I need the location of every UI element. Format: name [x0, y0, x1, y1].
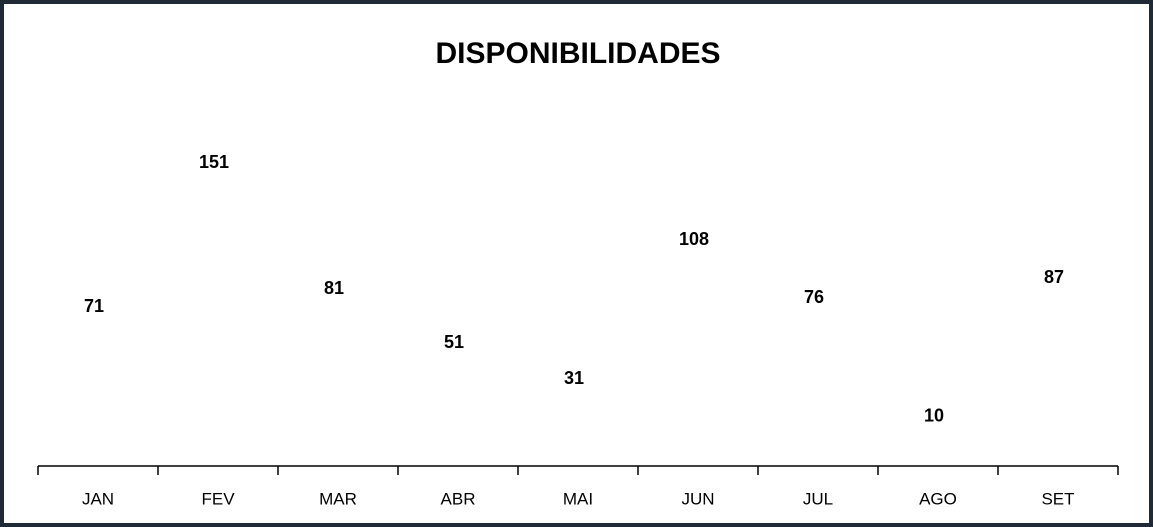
data-label: 108 [679, 229, 709, 249]
data-label: 87 [1044, 267, 1064, 287]
x-tick-label: JAN [82, 489, 114, 508]
data-label: 81 [324, 278, 344, 298]
x-tick-label: JUN [681, 489, 714, 508]
chart-title: DISPONIBILIDADES [435, 37, 720, 70]
data-label: 51 [444, 332, 464, 352]
data-label: 10 [924, 406, 944, 426]
x-tick-label: JUL [803, 489, 833, 508]
x-tick-label: MAR [319, 489, 357, 508]
data-label: 151 [199, 152, 229, 172]
x-tick-label: SET [1041, 489, 1074, 508]
data-label: 76 [804, 287, 824, 307]
x-tick-label: ABR [441, 489, 476, 508]
x-tick-label: FEV [201, 489, 235, 508]
x-tick-label: MAI [563, 489, 593, 508]
x-tick-label: AGO [919, 489, 957, 508]
data-label: 71 [84, 296, 104, 316]
data-label: 31 [564, 368, 584, 388]
